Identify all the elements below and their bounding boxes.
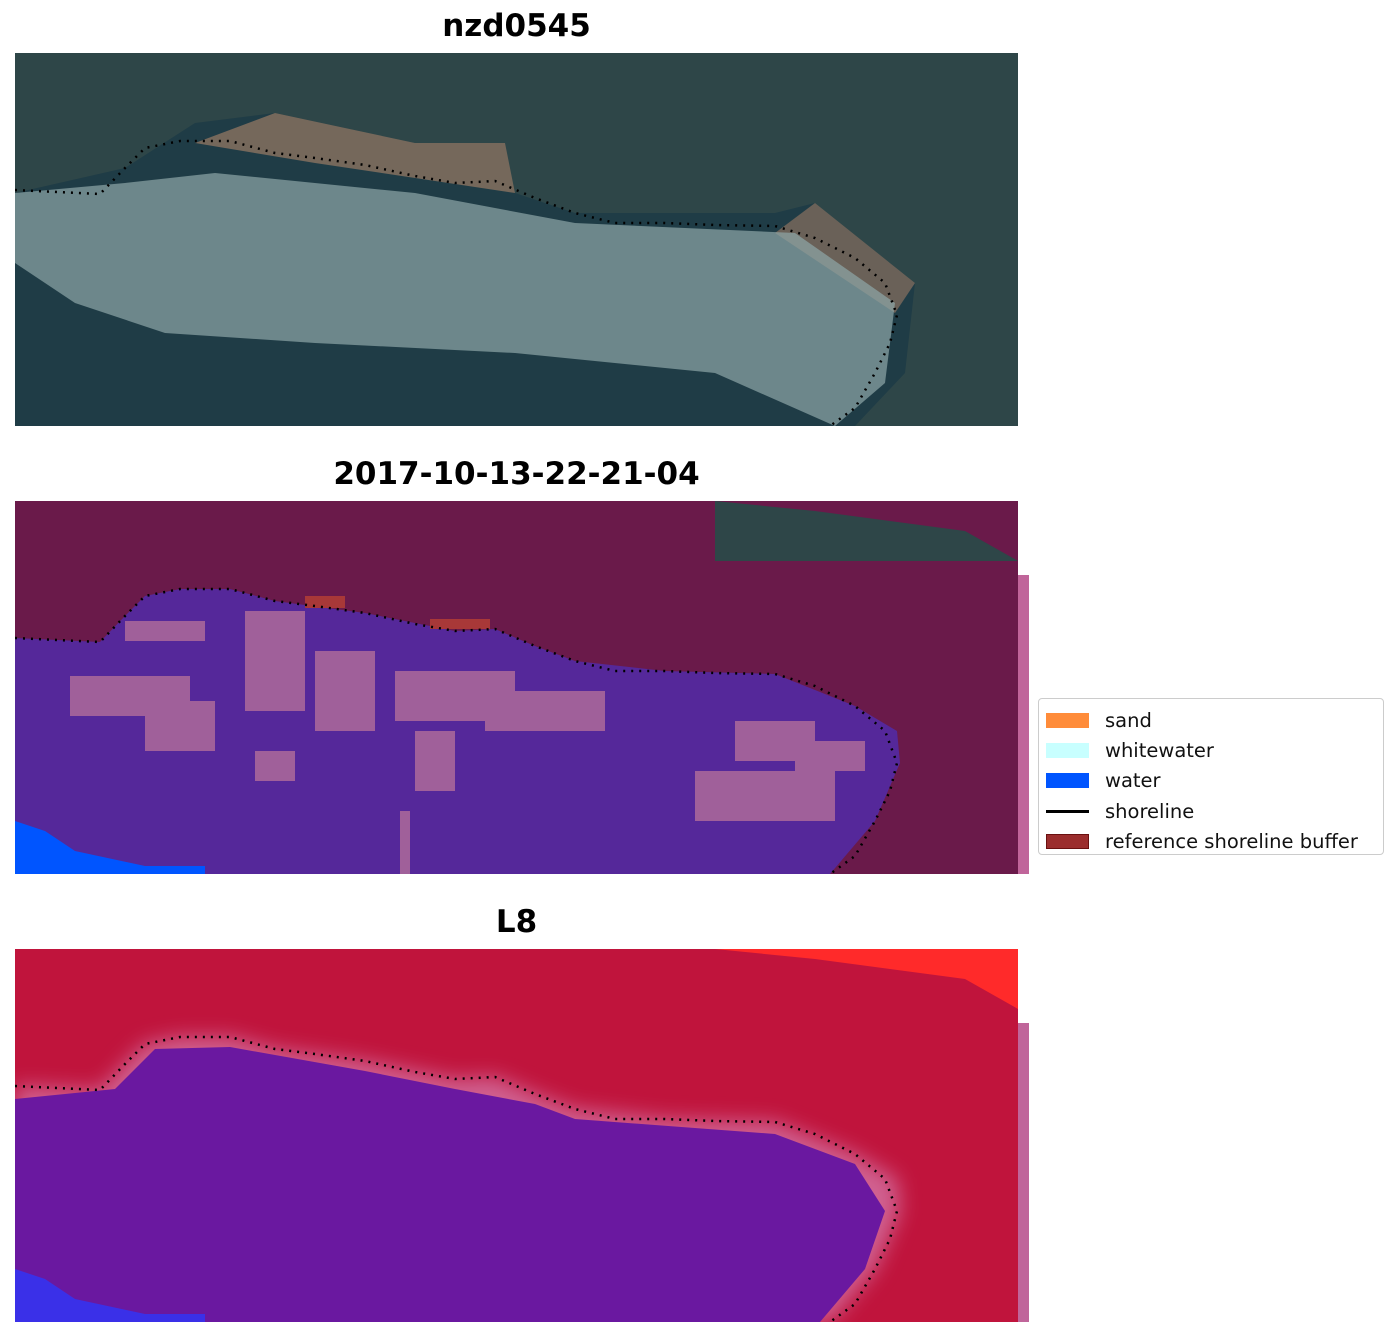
legend-label: sand <box>1105 708 1152 732</box>
shoreline-line-swatch <box>1046 809 1089 813</box>
legend-label: water <box>1105 769 1161 793</box>
panel-title-1: nzd0545 <box>442 8 591 44</box>
whitewater-swatch <box>1046 743 1089 759</box>
shoreline <box>15 587 899 874</box>
legend: sand whitewater water shoreline referenc… <box>1038 698 1384 855</box>
legend-label: shoreline <box>1105 799 1195 823</box>
legend-item-whitewater: whitewater <box>1046 735 1383 765</box>
shoreline <box>15 139 899 426</box>
legend-label: reference shoreline buffer <box>1105 830 1358 854</box>
water-swatch <box>1046 773 1089 789</box>
legend-item-water: water <box>1046 766 1383 796</box>
legend-item-buffer: reference shoreline buffer <box>1046 827 1383 857</box>
shoreline <box>15 1035 899 1322</box>
panel-title-2: 2017-10-13-22-21-04 <box>333 456 700 492</box>
buffer-strip <box>1018 1023 1029 1322</box>
rgb-satellite-image <box>15 53 1018 426</box>
classified-image <box>15 501 1018 874</box>
legend-label: whitewater <box>1105 739 1214 763</box>
panel-title-3: L8 <box>495 904 538 940</box>
buffer-swatch <box>1046 834 1089 850</box>
sand-swatch <box>1046 712 1089 728</box>
mndwi-image <box>15 949 1018 1322</box>
buffer-strip <box>1018 575 1029 874</box>
legend-item-sand: sand <box>1046 705 1383 735</box>
legend-item-shoreline: shoreline <box>1046 796 1383 826</box>
